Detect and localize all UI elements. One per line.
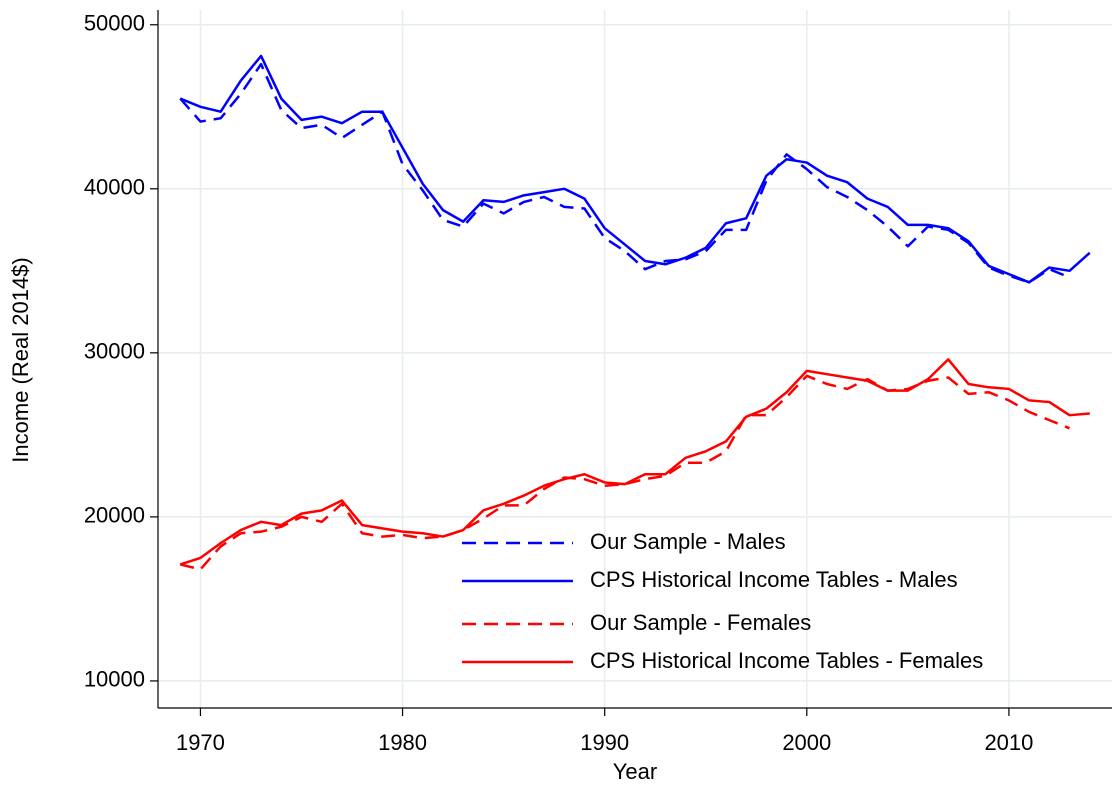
x-tick-label: 1970 [176,730,225,755]
x-tick-label: 2000 [782,730,831,755]
y-tick-label: 30000 [84,339,145,364]
legend-label: Our Sample - Males [590,529,786,554]
x-tick-label: 1990 [580,730,629,755]
x-tick-label: 1980 [378,730,427,755]
y-tick-label: 20000 [84,503,145,528]
series-line [179,62,1071,284]
legend-label: CPS Historical Income Tables - Males [590,567,958,592]
series-line [179,54,1091,284]
legend-label: CPS Historical Income Tables - Females [590,648,983,673]
y-tick-label: 40000 [84,175,145,200]
y-axis-title: Income (Real 2014$) [8,257,33,462]
series-line [179,358,1090,566]
y-tick-label: 50000 [84,11,145,36]
x-axis-title: Year [613,759,657,784]
y-tick-label: 10000 [84,667,145,692]
legend-label: Our Sample - Females [590,610,811,635]
x-tick-label: 2010 [984,730,1033,755]
